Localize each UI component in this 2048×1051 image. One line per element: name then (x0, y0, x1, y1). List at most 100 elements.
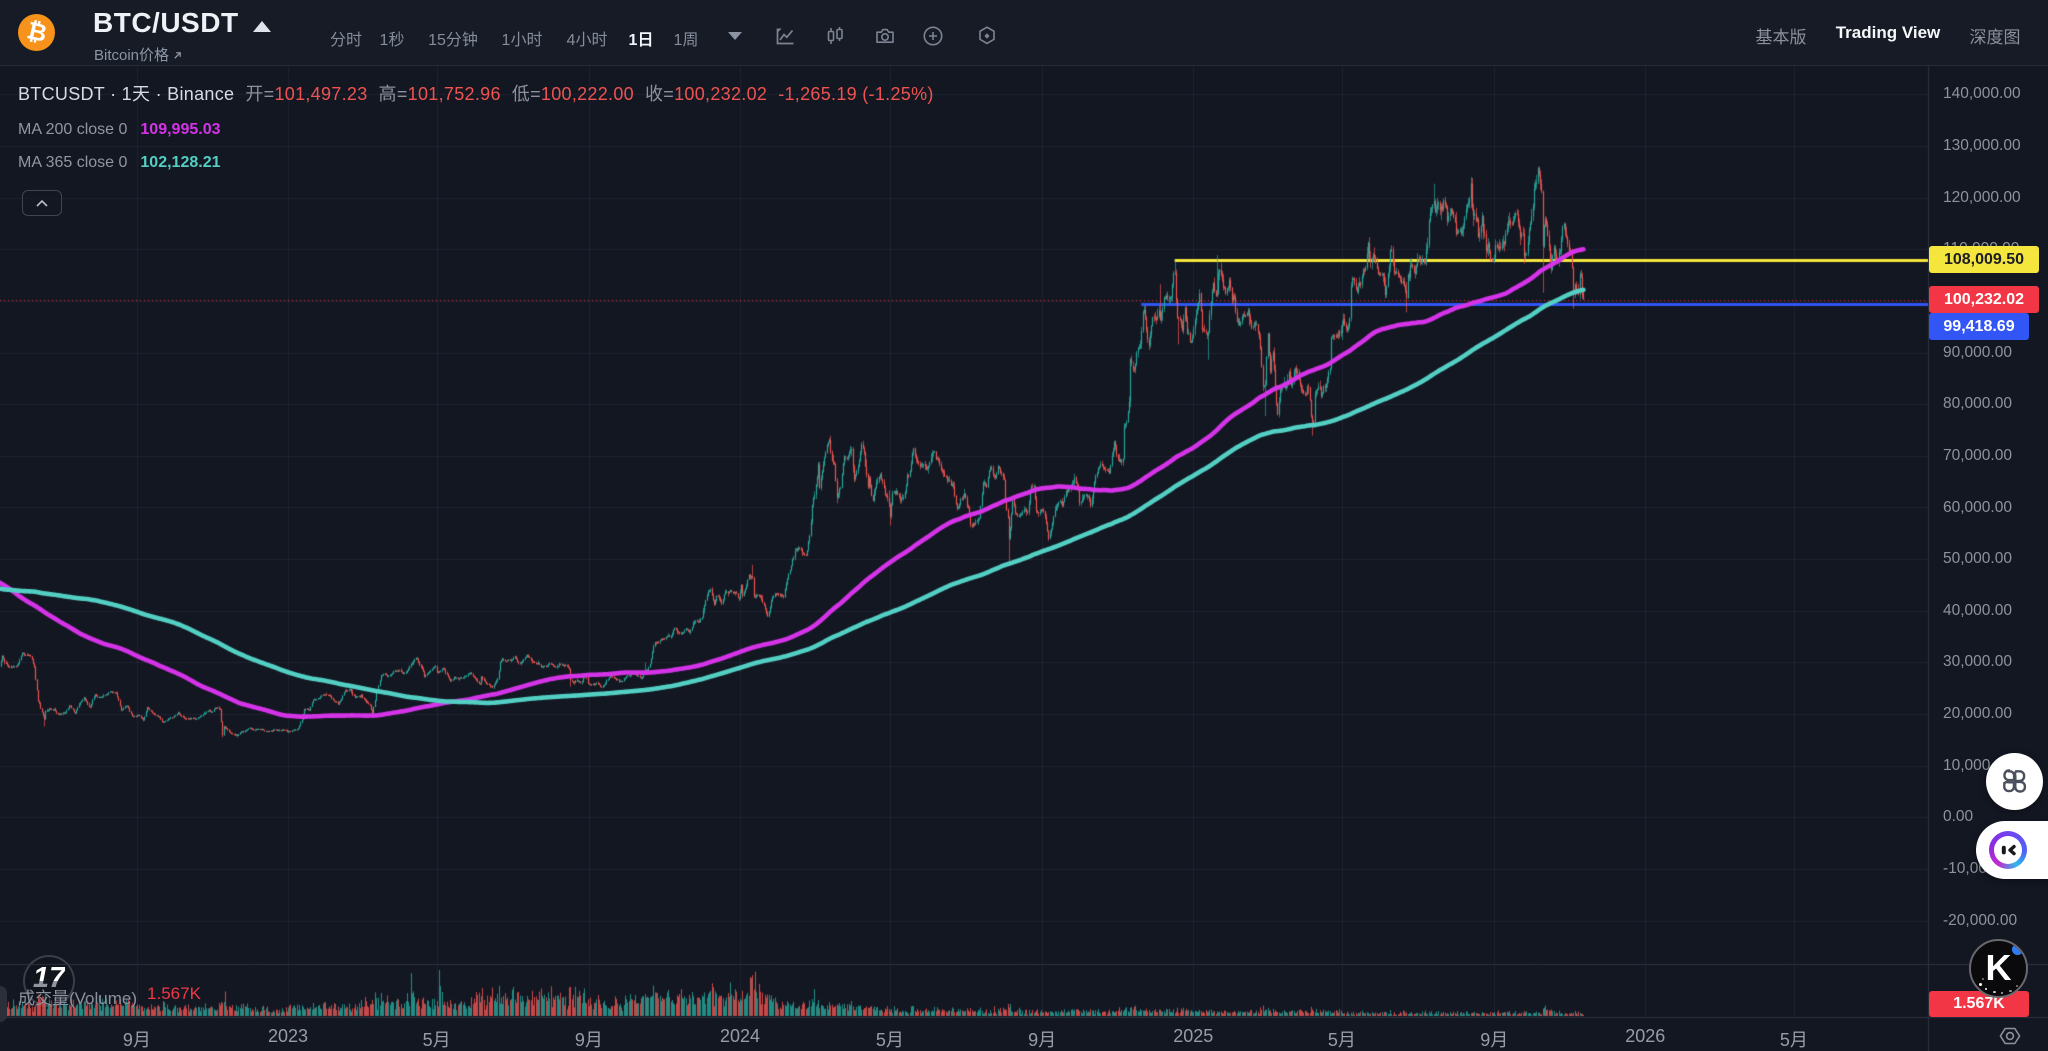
hexagon-settings-icon[interactable] (975, 24, 999, 48)
ohlc-value: 100,232.02 (674, 84, 768, 104)
mascot-face-icon (1994, 836, 2022, 864)
top-bar: ₿ BTC/USDT Bitcoin价格 分时 1秒 15分钟 1小时 4小时 1日 1周 … (0, 0, 2048, 66)
price-tick-label: 140,000.00 (1943, 85, 2021, 103)
price-tick-label: 80,000.00 (1943, 395, 2012, 413)
view-tab-1[interactable]: 基本版 (1755, 28, 1807, 47)
timeframe-tab-7[interactable]: 1周 (673, 32, 699, 49)
volume-legend: 成交量(Volume) 1.567K (18, 984, 201, 1009)
time-tick-label: 9月 (574, 1030, 603, 1050)
series-title[interactable]: BTCUSDT · 1天 · Binance (18, 84, 235, 104)
price-tick-label: 120,000.00 (1943, 188, 2021, 206)
timeframe-dropdown-caret-icon[interactable] (728, 32, 742, 40)
symbol-title: BTC/USDT (93, 7, 239, 38)
view-tab-3[interactable]: 深度图 (1969, 28, 2021, 47)
price-tick-label: 70,000.00 (1943, 446, 2012, 464)
k-logo-speckle (2016, 985, 2018, 987)
add-circle-icon[interactable] (921, 24, 945, 48)
time-tick-label: 5月 (1327, 1030, 1356, 1050)
price-tick-label: 20,000.00 (1943, 705, 2012, 723)
timeframe-tab-5[interactable]: 4小时 (566, 32, 608, 49)
bitcoin-logo-icon: ₿ (18, 14, 55, 51)
price-badge-3: 99,418.69 (1929, 313, 2029, 341)
indicator-label: MA 200 close 0 (18, 121, 128, 138)
price-tick-label: 50,000.00 (1943, 550, 2012, 568)
price-badge-2: 100,232.02 (1929, 286, 2039, 314)
time-tick-label: 9月 (1480, 1030, 1509, 1050)
price-tick-label: 30,000.00 (1943, 653, 2012, 671)
timeframe-tab-2[interactable]: 1秒 (379, 32, 405, 49)
indicator-rows: MA 200 close 0 109,995.03 MA 365 close 0 10… (18, 121, 934, 172)
chevron-up-icon (36, 199, 48, 207)
price-tick-label: 60,000.00 (1943, 498, 2012, 516)
mascot-ring-icon (1989, 831, 2027, 869)
external-link-icon (174, 52, 181, 59)
time-tick-label: 2024 (719, 1026, 761, 1046)
price-tick-label: 130,000.00 (1943, 136, 2021, 154)
indicator-row-2[interactable]: MA 365 close 0 102,128.21 (18, 154, 934, 172)
ohlc-value: 101,497.23 (274, 84, 368, 104)
timeframe-tab-6[interactable]: 1日 (628, 32, 654, 49)
k-logo-speckle (1982, 978, 1984, 980)
symbol-caret-up-icon[interactable] (253, 21, 271, 32)
axis-settings-gear-icon[interactable] (1997, 1023, 2023, 1049)
k-logo-speckle (2001, 992, 2003, 994)
volume-badge: 1.567K (1929, 991, 2029, 1017)
price-tick-label: 40,000.00 (1943, 601, 2012, 619)
k-logo-speckle (1993, 991, 1996, 993)
ohlc-value: 101,752.96 (407, 84, 501, 104)
symbol-subtitle[interactable]: Bitcoin价格 (94, 44, 183, 65)
price-badge-1: 108,009.50 (1929, 246, 2039, 274)
chart-legend: BTCUSDT · 1天 · Binance 开=101,497.23 高=101… (18, 80, 934, 172)
k-logo-speckle (1979, 983, 1982, 986)
volume-value: 1.567K (147, 984, 201, 1003)
change-value: -1,265.19 (-1.25%) (778, 84, 934, 104)
time-tick-label: 2026 (1625, 1026, 1666, 1046)
timeframe-tab-1[interactable]: 分时 (329, 32, 363, 49)
k-letter: K (1985, 947, 2012, 988)
ohlc-pair-2: 高=101,752.96 (379, 80, 501, 106)
legend-collapse-button[interactable] (22, 190, 62, 216)
indicator-row-1[interactable]: MA 200 close 0 109,995.03 (18, 121, 934, 139)
apps-launcher-button[interactable] (1986, 753, 2043, 810)
time-tick-label: 5月 (1779, 1030, 1808, 1050)
time-tick-label: 2025 (1173, 1026, 1214, 1046)
ohlc-label: 高= (378, 84, 408, 104)
indicator-value: 109,995.03 (140, 121, 221, 138)
ohlc-label: 收= (644, 84, 675, 104)
left-edge-drawer-handle[interactable] (0, 986, 7, 1022)
timeframe-tab-3[interactable]: 15分钟 (428, 32, 478, 49)
candlestick-icon[interactable] (823, 24, 847, 48)
price-tick-label: 0.00 (1943, 808, 1974, 826)
time-tick-label: 5月 (422, 1030, 451, 1050)
ohlc-pair-4: 收=100,232.02 (645, 80, 767, 106)
k-logo-blue-dot (2012, 944, 2023, 955)
timeframe-tab-4[interactable]: 1小时 (501, 32, 543, 49)
camera-icon[interactable] (873, 24, 897, 48)
assistant-mascot-button[interactable] (1976, 821, 2048, 879)
k-brand-logo[interactable]: K (1969, 939, 2028, 998)
ohlc-values-group: 开=101,497.23 高=101,752.96 低=100,222.00 收=10… (245, 80, 767, 106)
indicator-label: MA 365 close 0 (18, 154, 128, 171)
price-tick-label: 90,000.00 (1943, 343, 2012, 361)
ohlc-label: 开= (245, 84, 275, 104)
time-tick-label: 9月 (122, 1030, 151, 1050)
ohlc-label: 低= (511, 84, 541, 104)
bitcoin-glyph: ₿ (23, 17, 50, 48)
clover-apps-icon (2003, 769, 2027, 793)
ohlc-row: BTCUSDT · 1天 · Binance 开=101,497.23 高=101… (18, 80, 934, 106)
time-tick-label: 2023 (267, 1026, 309, 1046)
indicator-value: 102,128.21 (140, 154, 221, 171)
price-tick-label: -20,000.00 (1943, 911, 2018, 929)
line-chart-icon[interactable] (773, 24, 797, 48)
mascot-eyes-icon (2001, 844, 2016, 856)
k-logo-speckle (1985, 988, 1987, 990)
ohlc-pair-3: 低=100,222.00 (512, 80, 634, 106)
ohlc-pair-1: 开=101,497.23 (245, 80, 367, 106)
view-tab-2[interactable]: Trading View (1835, 23, 1941, 42)
ohlc-value: 100,222.00 (540, 84, 634, 104)
symbol-subtitle-text: Bitcoin价格 (94, 47, 170, 64)
k-logo-speckle (2009, 990, 2012, 992)
time-tick-label: 9月 (1028, 1030, 1057, 1050)
volume-label[interactable]: 成交量(Volume) (18, 989, 138, 1008)
